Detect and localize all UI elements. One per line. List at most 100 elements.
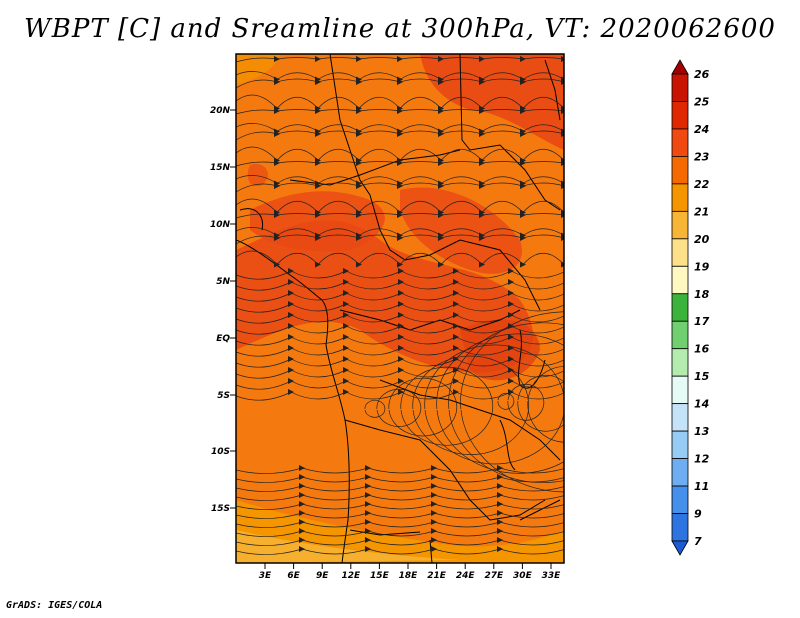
- streamline: [236, 333, 564, 346]
- lon-tick-label: 12E: [341, 571, 361, 581]
- streamline: [236, 344, 564, 357]
- colorbar-label: 20: [694, 233, 710, 246]
- streamline: [236, 322, 564, 335]
- streamline: [424, 344, 564, 465]
- colorbar-segment: [671, 156, 689, 185]
- map-frame: [235, 53, 565, 564]
- streamline: [236, 71, 564, 83]
- streamline: [388, 377, 458, 437]
- streamline: [497, 392, 515, 410]
- streamline: [236, 78, 564, 89]
- lat-tick-label: 10S: [211, 447, 230, 457]
- colorbar-segment: [671, 403, 689, 432]
- colorbar-segment: [671, 183, 689, 212]
- streamline: [412, 355, 530, 455]
- colorbar-segment: [671, 238, 689, 267]
- grads-credit: GrADS: IGES/COLA: [6, 600, 103, 611]
- colorbar-segment: [671, 485, 689, 514]
- streamline: [236, 160, 564, 167]
- colorbar-segment: [671, 265, 689, 295]
- streamline: [436, 333, 564, 474]
- streamline: [236, 56, 564, 63]
- streamline: [236, 278, 564, 291]
- colorbar-segment: [671, 101, 689, 130]
- streamline: [236, 182, 564, 193]
- colorbar-label: 21: [694, 205, 709, 218]
- lat-tick-label: EQ: [216, 334, 230, 344]
- lat-tick-label: 5N: [216, 277, 230, 287]
- colorbar-label: 25: [694, 95, 710, 108]
- lon-tick-label: 6E: [287, 571, 300, 581]
- lat-tick-label: 15N: [210, 163, 231, 173]
- streamline: [236, 500, 564, 510]
- colorbar-label: 22: [694, 178, 710, 191]
- streamline: [236, 473, 564, 483]
- streamline: [236, 518, 564, 528]
- streamlines: [236, 56, 564, 555]
- colorbar-segment: [671, 210, 689, 240]
- colorbar-segment: [671, 348, 689, 377]
- streamline: [236, 355, 564, 368]
- lon-tick-label: 15E: [370, 571, 390, 581]
- colorbar-label: 17: [694, 315, 710, 328]
- colorbar-label: 15: [694, 370, 710, 383]
- streamline: [517, 374, 564, 432]
- streamline: [236, 311, 564, 324]
- colorbar-label: 11: [694, 480, 709, 493]
- colorbar-label: 14: [694, 398, 709, 411]
- colorbar-segment: [671, 73, 689, 102]
- longitude-axis: 3E 6E 9E 12E 15E 18E 21E 24E 27E 30E 33E: [259, 563, 561, 581]
- colorbar-label: 12: [694, 453, 710, 466]
- streamline: [400, 366, 494, 446]
- colorbar: 26 25 24 23 22 21 20 19 18 17 16 15 14 13 12 11 9 7: [671, 59, 710, 556]
- streamline: [236, 250, 564, 268]
- colorbar-segment: [671, 430, 689, 459]
- colorbar-label: 19: [694, 260, 710, 273]
- streamline: [236, 175, 564, 187]
- colorbar-top-arrow: [671, 59, 689, 75]
- streamline: [236, 227, 564, 239]
- streamline: [236, 482, 564, 492]
- lat-tick-label: 20N: [210, 106, 231, 116]
- streamline: [236, 545, 564, 555]
- streamline: [236, 300, 564, 313]
- lon-tick-label: 18E: [399, 571, 419, 581]
- streamline: [236, 234, 564, 245]
- lon-tick-label: 21E: [427, 571, 447, 581]
- colorbar-label: 16: [694, 343, 710, 356]
- streamline: [527, 366, 564, 443]
- lon-tick-label: 3E: [259, 571, 272, 581]
- streamline: [236, 527, 564, 537]
- lat-tick-label: 15S: [211, 504, 230, 514]
- streamline: [364, 399, 386, 418]
- streamline: [507, 383, 545, 421]
- streamline: [236, 377, 564, 390]
- lat-tick-label: 10N: [210, 220, 231, 230]
- colorbar-label: 13: [694, 425, 710, 438]
- colorbar-label: 26: [694, 68, 710, 81]
- colorbar-segment: [671, 458, 689, 487]
- streamline: [236, 267, 564, 280]
- colorbar-label: 24: [694, 123, 709, 136]
- lon-tick-label: 9E: [316, 571, 329, 581]
- colorbar-segment: [671, 375, 689, 405]
- streamline: [236, 130, 564, 141]
- streamline: [236, 123, 564, 135]
- colorbar-bottom-arrow: [671, 540, 689, 556]
- lon-tick-label: 27E: [484, 571, 504, 581]
- streamline: [236, 198, 564, 216]
- colorbar-label: 7: [694, 535, 702, 548]
- colorbar-segment: [671, 293, 689, 322]
- streamline: [236, 212, 564, 219]
- streamline: [236, 289, 564, 302]
- lon-tick-label: 33E: [542, 571, 562, 581]
- wbpt-field: [236, 54, 564, 563]
- colorbar-segment: [671, 320, 689, 350]
- streamline: [236, 108, 564, 115]
- streamline: [236, 491, 564, 501]
- streamline: [236, 536, 564, 546]
- streamline: [236, 509, 564, 519]
- colorbar-segment: [671, 128, 689, 157]
- latitude-axis: 20N 15N 10N 5N EQ 5S 10S 15S: [210, 106, 236, 514]
